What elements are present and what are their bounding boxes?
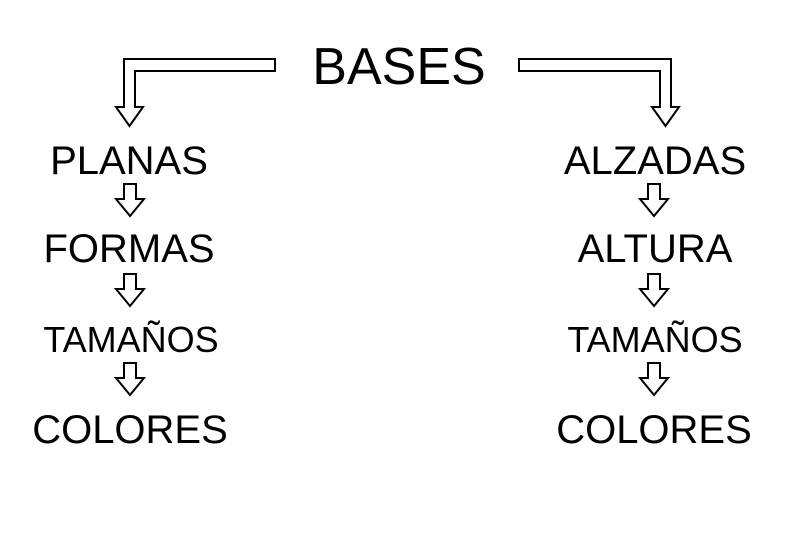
down-arrow-icon [113, 273, 147, 308]
down-arrow-icon [113, 362, 147, 397]
down-arrow-icon [637, 183, 671, 218]
diagram-title: BASES [312, 38, 485, 96]
right-item-tamanos: TAMAÑOS [567, 319, 742, 360]
down-arrow-icon [113, 183, 147, 218]
right-elbow-arrow-icon [518, 58, 681, 128]
left-item-tamanos: TAMAÑOS [43, 319, 218, 360]
left-item-formas: FORMAS [43, 227, 214, 271]
left-item-planas: PLANAS [50, 139, 208, 183]
left-item-colores: COLORES [32, 408, 228, 452]
left-elbow-arrow-icon [114, 58, 276, 128]
down-arrow-icon [637, 362, 671, 397]
down-arrow-icon [637, 273, 671, 308]
right-item-colores: COLORES [556, 408, 752, 452]
right-item-altura: ALTURA [578, 227, 733, 271]
right-item-alzadas: ALZADAS [564, 139, 746, 183]
